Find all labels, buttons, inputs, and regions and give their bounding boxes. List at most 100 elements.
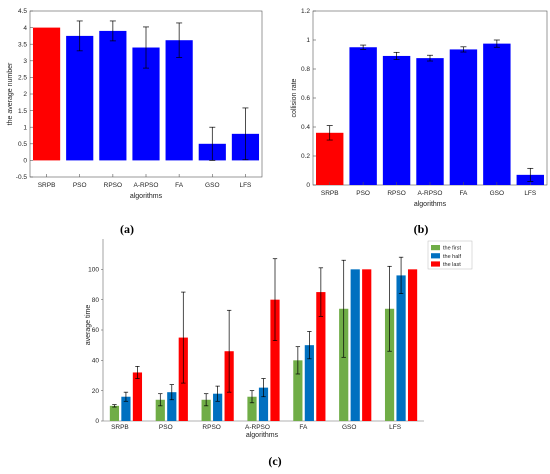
chart-a-ylabel: the average number bbox=[7, 62, 14, 125]
bar-a-rpso-the-first bbox=[247, 396, 257, 421]
y-tick-label: 3 bbox=[23, 58, 27, 65]
y-tick-label: 0.6 bbox=[301, 95, 310, 102]
bar-pso bbox=[349, 47, 377, 185]
legend-swatch bbox=[431, 253, 440, 259]
y-tick-label: 3.5 bbox=[18, 41, 27, 48]
chart-c-ylabel: average time bbox=[85, 305, 92, 346]
x-tick-label: SRPB bbox=[321, 190, 339, 197]
legend-swatch bbox=[431, 261, 440, 267]
x-tick-label: PSO bbox=[73, 182, 87, 189]
x-tick-label: A-RPSO bbox=[134, 182, 159, 189]
bar-a-rpso bbox=[416, 58, 444, 185]
y-tick-label: -0.5 bbox=[16, 174, 28, 181]
y-tick-label: 0.2 bbox=[301, 153, 310, 160]
bar-gso-the-first bbox=[339, 308, 349, 421]
x-tick-label: LFS bbox=[524, 190, 537, 197]
y-tick-label: 60 bbox=[92, 327, 100, 334]
x-tick-label: SRPB bbox=[111, 424, 129, 431]
x-tick-label: LFS bbox=[389, 424, 402, 431]
bar-pso bbox=[66, 35, 94, 161]
x-tick-label: SRPB bbox=[38, 182, 56, 189]
y-tick-label: 4.5 bbox=[18, 8, 27, 15]
y-tick-label: 1.5 bbox=[18, 108, 27, 115]
bar-pso-the-first bbox=[155, 399, 165, 421]
chart-c: 0 20 40 60 80 100 SRPB PSO RPSO A-RPSO FA GSO LFS t… bbox=[85, 239, 473, 468]
y-tick-label: 80 bbox=[92, 297, 100, 304]
bar-rpso-the-half bbox=[213, 393, 223, 421]
chart-b-bars bbox=[316, 39, 544, 186]
bar-srpb-the-first bbox=[109, 405, 120, 421]
x-tick-label: A-RPSO bbox=[418, 190, 443, 197]
chart-a-bars bbox=[32, 20, 260, 161]
bar-a-rpso-the-last bbox=[270, 299, 280, 421]
chart-c-x-ticks: SRPB PSO RPSO A-RPSO FA GSO LFS bbox=[111, 424, 402, 431]
bar-fa-the-last bbox=[316, 292, 326, 421]
bar-rpso bbox=[99, 30, 127, 161]
bar-a-rpso-the-half bbox=[258, 387, 269, 421]
bar-fa bbox=[449, 49, 478, 185]
x-tick-label: RPSO bbox=[202, 424, 220, 431]
bar-srpb-the-half bbox=[121, 396, 131, 421]
y-tick-label: 100 bbox=[88, 267, 99, 274]
y-tick-label: 0 bbox=[306, 182, 310, 189]
chart-b-ylabel: collision rate bbox=[291, 78, 298, 117]
bar-lfs-the-first bbox=[384, 308, 395, 421]
x-tick-label: FA bbox=[459, 190, 468, 197]
bar-gso-the-half bbox=[350, 269, 360, 421]
x-tick-label: PSO bbox=[159, 424, 173, 431]
legend-label: the last bbox=[443, 262, 461, 268]
y-tick-label: 0 bbox=[23, 158, 27, 165]
x-tick-label: FA bbox=[299, 424, 308, 431]
legend-label: the half bbox=[443, 254, 462, 260]
y-tick-label: 4 bbox=[23, 25, 27, 32]
bar-fa-the-half bbox=[304, 345, 314, 421]
chart-b-panel-label: (b) bbox=[414, 222, 429, 236]
bar-pso-the-half bbox=[167, 392, 177, 421]
chart-a-panel-label: (a) bbox=[120, 222, 134, 236]
x-tick-label: PSO bbox=[356, 190, 370, 197]
bar-fa-the-first bbox=[293, 360, 303, 421]
y-tick-label: 1 bbox=[306, 37, 310, 44]
legend-label: the first bbox=[443, 246, 462, 252]
y-tick-label: 0.8 bbox=[301, 66, 310, 73]
chart-c-bars bbox=[109, 256, 418, 421]
bar-srpb bbox=[32, 27, 61, 161]
chart-a-xlabel: algorithms bbox=[130, 193, 163, 200]
y-tick-label: 1 bbox=[23, 124, 27, 131]
chart-b-x-ticks: SRPB PSO RPSO A-RPSO FA GSO LFS bbox=[321, 182, 537, 197]
bar-lfs-the-half bbox=[396, 275, 406, 421]
x-tick-label: RPSO bbox=[387, 190, 405, 197]
chart-a-x-ticks: SRPB PSO RPSO A-RPSO FA GSO LFS bbox=[38, 174, 252, 189]
y-tick-label: 20 bbox=[92, 388, 100, 395]
chart-c-xlabel: algorithms bbox=[246, 432, 279, 439]
bar-gso-the-last bbox=[362, 269, 372, 421]
chart-b-xlabel: algorithms bbox=[414, 201, 447, 208]
y-tick-label: 1.2 bbox=[301, 8, 310, 15]
bar-gso bbox=[483, 43, 511, 185]
bar-lfs-the-last bbox=[407, 269, 418, 421]
bar-rpso bbox=[382, 55, 411, 186]
bar-srpb bbox=[316, 132, 344, 185]
bar-fa bbox=[165, 40, 193, 161]
chart-c-legend: the first the half the last bbox=[427, 240, 473, 270]
chart-c-y-ticks: 0 20 40 60 80 100 bbox=[88, 267, 103, 425]
y-tick-label: 2.5 bbox=[18, 75, 27, 82]
chart-b: 0 0.2 0.4 0.6 0.8 1 1.2 SRPB PSO RPSO A-RPSO FA GSO… bbox=[291, 8, 548, 236]
legend-swatch bbox=[431, 245, 440, 251]
x-tick-label: GSO bbox=[205, 182, 219, 189]
y-tick-label: 0.5 bbox=[18, 141, 27, 148]
x-tick-label: GSO bbox=[342, 424, 356, 431]
x-tick-label: LFS bbox=[239, 182, 252, 189]
bar-srpb-the-last bbox=[132, 372, 143, 421]
x-tick-label: GSO bbox=[490, 190, 504, 197]
bar-rpso-the-first bbox=[201, 399, 211, 421]
x-tick-label: RPSO bbox=[104, 182, 122, 189]
y-tick-label: 0.4 bbox=[301, 124, 310, 131]
y-tick-label: 40 bbox=[92, 358, 100, 365]
x-tick-label: FA bbox=[175, 182, 184, 189]
chart-a: -0.5 0 0.5 1 1.5 2 2.5 3 3.5 4 4.5 SRPB PSO RPSO A-RP… bbox=[7, 8, 263, 236]
chart-b-y-ticks: 0 0.2 0.4 0.6 0.8 1 1.2 bbox=[301, 8, 316, 189]
y-tick-label: 0 bbox=[95, 418, 99, 425]
chart-a-y-ticks: -0.5 0 0.5 1 1.5 2 2.5 3 3.5 4 4.5 bbox=[16, 8, 33, 181]
